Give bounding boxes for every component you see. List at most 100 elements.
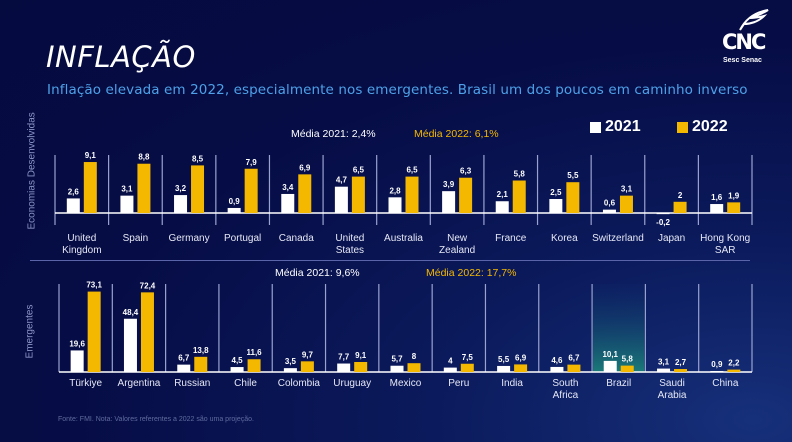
data-label-2022-chile: 11,6 [247,348,263,357]
category-label-russian: Russian [174,378,210,389]
bar-2021-mexico [390,365,404,372]
category-label-uruguay: Uruguay [333,378,371,389]
category-label-mexico: Mexico [390,378,422,389]
bar-2022-russian [194,356,208,372]
data-label-2021-germany: 3,2 [175,184,187,193]
category-label-canada: Canada [279,233,314,244]
category-label-brazil: Brazil [606,378,631,389]
category-label-south-africa: South [552,378,578,389]
data-label-2022-australia: 6,5 [406,166,418,175]
bar-2022-hong-kong-sar [727,202,741,213]
data-label-2021-united-states: 4,7 [336,176,348,185]
page-subtitle: Inflação elevada em 2022, especialmente … [47,82,748,98]
data-label-2021-japan: -0,2 [656,218,670,227]
data-label-2021-portugal: 0,9 [229,197,241,206]
bar-2022-brazil [620,365,634,372]
bar-2021-portugal [227,207,241,213]
data-label-2021-russian: 6,7 [178,354,190,363]
data-label-2022-china: 2,2 [728,359,740,368]
bar-2022-uruguay [354,361,368,372]
data-label-2022-india: 6,9 [515,353,527,362]
data-label-2021-australia: 2,8 [389,186,401,195]
bar-2022-peru [460,363,474,372]
data-label-2021-south-africa: 4,6 [551,356,563,365]
bar-2022-chile [247,359,261,372]
source-note: Fonte: FMI. Nota: Valores referentes a 2… [58,416,254,423]
category-label-argentina: Argentina [118,378,161,389]
data-label-2021-spain: 3,1 [121,185,133,194]
data-label-2022-portugal: 7,9 [246,158,258,167]
data-label-2021-t-rkiye: 19,6 [69,339,85,348]
bar-2021-t-rkiye [70,350,84,372]
data-label-2021-colombia: 3,5 [285,357,297,366]
data-label-2022-canada: 6,9 [299,163,311,172]
category-label-united-states: United [335,233,364,244]
data-label-2021-peru: 4 [448,357,453,366]
legend-swatch-2022 [677,121,688,133]
bar-2022-new-zealand [459,177,473,213]
bar-2022-france [512,180,526,213]
data-label-2021-saudi-arabia: 3,1 [658,358,670,367]
category-label-switzerland: Switzerland [592,233,644,244]
data-label-2022-korea: 5,5 [567,171,579,180]
bar-2021-new-zealand [442,191,456,213]
category-label-australia: Australia [384,233,423,244]
bar-2021-korea [549,199,563,213]
data-label-2021-new-zealand: 3,9 [443,180,455,189]
legend-2021: 2021 [590,118,641,136]
legend-label-2022: 2022 [692,118,728,135]
data-label-2022-mexico: 8 [412,352,417,361]
bar-2022-mexico [407,363,421,372]
category-label-hong-kong-sar: Hong Kong [700,233,750,244]
bar-2022-saudi-arabia [674,369,688,372]
bar-2021-argentina [123,318,137,372]
data-label-2022-argentina: 72,4 [140,281,156,290]
bar-2022-spain [137,163,151,213]
bar-2022-portugal [244,168,258,213]
bar-2021-hong-kong-sar [710,204,724,213]
bar-2021-germany [174,195,188,213]
data-label-2022-peru: 7,5 [462,353,474,362]
data-label-2022-france: 5,8 [514,170,526,179]
bar-2021-uruguay [337,363,351,372]
legend-swatch-2021 [590,121,601,133]
page-title: INFLAÇÃO [46,40,196,74]
legend-2022: 2022 [677,118,728,136]
category-label-saudi-arabia: Arabia [658,390,687,401]
bar-2021-india [497,365,511,372]
data-label-2021-brazil: 10,1 [602,350,618,359]
bar-2021-colombia [283,368,297,372]
data-label-2021-uruguay: 7,7 [338,353,350,362]
bar-2021-russian [177,364,191,372]
logo-text: CNC [722,30,766,54]
bar-2021-spain [120,195,134,213]
data-label-2022-united-kingdom: 9,1 [85,151,97,160]
bar-2021-japan [656,213,670,215]
data-label-2021-argentina: 48,4 [123,308,139,317]
category-label-south-africa: Africa [553,390,579,401]
category-label-france: France [495,233,527,244]
category-label-new-zealand: Zealand [439,245,475,256]
data-label-2022-colombia: 9,7 [302,350,314,359]
bar-2022-united-states [351,176,365,213]
category-label-saudi-arabia: Saudi [659,378,685,389]
bar-2021-south-africa [550,366,564,372]
bottom-avg-2021: Média 2021: 9,6% [275,267,360,279]
logo-subtext: Sesc Senac [723,57,762,64]
data-label-2022-japan: 2 [678,191,683,200]
data-label-2022-russian: 13,8 [193,346,209,355]
legend-label-2021: 2021 [605,118,641,135]
panel-divider [30,260,750,261]
data-label-2022-south-africa: 6,7 [568,354,580,363]
data-label-2021-chile: 4,5 [232,356,244,365]
bar-2021-peru [443,367,457,372]
bottom-avg-2022: Média 2022: 17,7% [426,267,517,279]
bar-2021-united-states [334,186,348,213]
bar-2021-united-kingdom [66,198,80,213]
category-label-new-zealand: New [447,233,468,244]
category-label-japan: Japan [658,233,685,244]
data-label-2022-brazil: 5,8 [622,355,634,364]
category-label-china: China [712,378,739,389]
top-avg-2021: Média 2021: 2,4% [291,128,376,140]
